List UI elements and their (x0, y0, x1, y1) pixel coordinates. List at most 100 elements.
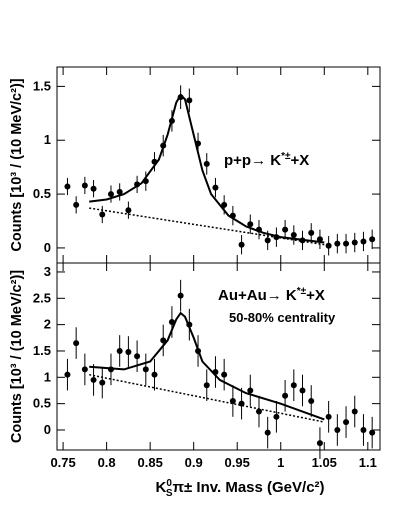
data-point (273, 413, 280, 420)
y-tick-label: 1.5 (33, 343, 51, 358)
x-axis-label: K0 Sπ± Inv. Mass (GeV/c²) (155, 478, 324, 499)
data-point (151, 371, 158, 378)
data-point (142, 178, 149, 185)
y-tick-label: 0 (44, 422, 51, 437)
data-point (308, 229, 315, 236)
data-point (325, 242, 332, 249)
data-point (125, 207, 132, 214)
data-point (186, 321, 193, 328)
annotation: p+p→ K*±+X (224, 151, 309, 169)
data-point (229, 212, 236, 219)
data-point (255, 408, 262, 415)
data-point (177, 94, 184, 101)
data-point (282, 392, 289, 399)
data-point (264, 429, 271, 436)
x-tick-label: 1.05 (312, 455, 337, 470)
data-point (64, 371, 71, 378)
data-point (168, 318, 175, 325)
data-point (203, 382, 210, 389)
data-point (90, 185, 97, 192)
frame (56, 66, 381, 264)
data-point (99, 379, 106, 386)
data-point (116, 347, 123, 354)
y-tick-label: 3 (44, 264, 51, 279)
data-point (325, 413, 332, 420)
data-point (343, 419, 350, 426)
x-tick-label: 1.1 (359, 455, 377, 470)
data-point (203, 160, 210, 167)
data-point (351, 408, 358, 415)
data-point (107, 191, 114, 198)
data-point (221, 371, 228, 378)
data-point (81, 182, 88, 189)
fit-curve (89, 311, 325, 421)
x-tick-label: 0.95 (225, 455, 250, 470)
y-tick-label: 1.5 (33, 78, 51, 93)
annotation-tail: +X (290, 152, 309, 169)
data-point (160, 337, 167, 344)
data-point (168, 117, 175, 124)
data-point (221, 201, 228, 208)
data-point (195, 347, 202, 354)
frame (56, 262, 381, 451)
data-point (247, 221, 254, 228)
data-point (73, 201, 80, 208)
x-label-sub: S (166, 488, 173, 499)
annotation-text: Au+Au→ K (218, 287, 297, 304)
annotation-sub: 50-80% centrality (229, 310, 336, 325)
y-tick-label: 2.5 (33, 290, 51, 305)
data-point (360, 238, 367, 245)
data-point (125, 349, 132, 356)
data-point (177, 292, 184, 299)
data-point (186, 97, 193, 104)
data-point (116, 188, 123, 195)
x-label-rest: π± Inv. Mass (GeV/c²) (173, 479, 325, 496)
data-point (264, 237, 271, 244)
data-point (290, 232, 297, 238)
y-axis-label: Counts [10³ / (10 MeV/c²)] (9, 78, 25, 251)
data-point (282, 226, 289, 233)
data-point (134, 181, 141, 188)
y-tick-label: 0.5 (33, 396, 51, 411)
y-tick-label: 0.5 (33, 186, 51, 201)
data-point (81, 366, 88, 373)
data-point (64, 183, 71, 190)
data-point (247, 387, 254, 394)
x-tick-label: 0.75 (50, 455, 75, 470)
y-tick-label: 1 (44, 369, 51, 384)
data-point (273, 234, 280, 241)
x-label-base: K (155, 479, 166, 496)
data-point (299, 387, 306, 394)
data-point (369, 236, 376, 243)
x-tick-label: 0.9 (185, 455, 203, 470)
data-point (343, 240, 350, 247)
data-point (212, 184, 219, 191)
x-tick-label: 1 (277, 455, 284, 470)
data-point (90, 376, 97, 383)
data-point (195, 140, 202, 147)
x-tick-label: 0.85 (138, 455, 163, 470)
data-point (334, 240, 341, 247)
data-point (73, 340, 80, 347)
data-point (142, 366, 149, 373)
y-axis-label: Counts [10³ / (10 MeV/c²)] (9, 270, 25, 443)
background-line (89, 207, 325, 246)
data-point (212, 369, 219, 376)
data-point (134, 353, 141, 360)
annotation-text: p+p→ K (224, 152, 281, 169)
y-tick-label: 2 (44, 317, 51, 332)
y-tick-label: 0 (44, 240, 51, 255)
data-point (255, 226, 262, 233)
data-point (360, 426, 367, 433)
data-point (229, 398, 236, 405)
data-point (151, 158, 158, 165)
data-point (99, 211, 106, 218)
data-point (238, 400, 245, 407)
data-point (316, 440, 323, 447)
data-point (238, 241, 245, 248)
annotation-tail: +X (306, 287, 325, 304)
x-label-sup: 0 (166, 478, 172, 489)
data-point (369, 429, 376, 436)
annotation-sup: *± (297, 286, 307, 297)
